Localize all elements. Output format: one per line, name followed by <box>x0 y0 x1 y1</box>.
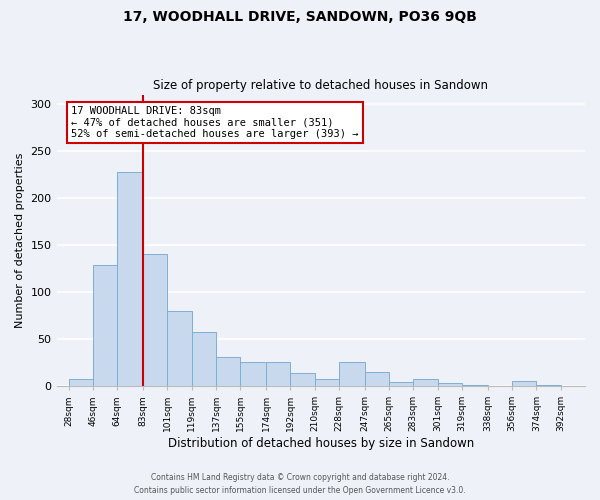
Bar <box>462 385 488 386</box>
Title: Size of property relative to detached houses in Sandown: Size of property relative to detached ho… <box>153 79 488 92</box>
Bar <box>118 172 143 386</box>
Bar <box>339 362 365 386</box>
Bar <box>290 373 314 386</box>
Bar <box>216 357 241 386</box>
Bar <box>191 332 216 386</box>
Bar <box>314 378 339 386</box>
Bar <box>413 378 437 386</box>
Bar <box>389 382 413 386</box>
Bar <box>512 382 536 386</box>
Text: 17 WOODHALL DRIVE: 83sqm
← 47% of detached houses are smaller (351)
52% of semi-: 17 WOODHALL DRIVE: 83sqm ← 47% of detach… <box>71 106 359 139</box>
Bar <box>266 362 290 386</box>
Bar <box>365 372 389 386</box>
Bar <box>167 311 191 386</box>
Bar <box>437 383 462 386</box>
Bar <box>536 385 560 386</box>
Bar <box>143 254 167 386</box>
Text: Contains HM Land Registry data © Crown copyright and database right 2024.
Contai: Contains HM Land Registry data © Crown c… <box>134 474 466 495</box>
Text: 17, WOODHALL DRIVE, SANDOWN, PO36 9QB: 17, WOODHALL DRIVE, SANDOWN, PO36 9QB <box>123 10 477 24</box>
Bar <box>69 380 93 386</box>
Bar <box>93 264 118 386</box>
Y-axis label: Number of detached properties: Number of detached properties <box>15 152 25 328</box>
Bar <box>241 362 266 386</box>
X-axis label: Distribution of detached houses by size in Sandown: Distribution of detached houses by size … <box>167 437 474 450</box>
